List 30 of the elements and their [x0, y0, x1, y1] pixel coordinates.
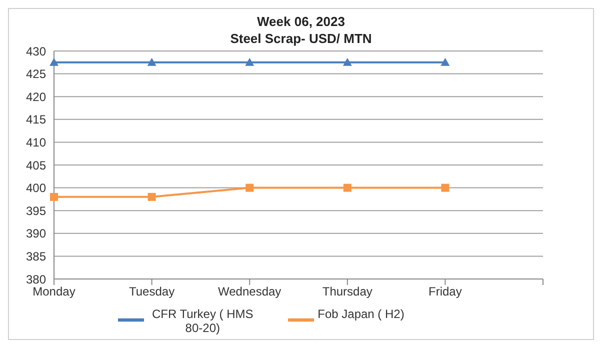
x-tick-label: Tuesday — [129, 284, 175, 299]
y-tick-label: 415 — [26, 112, 46, 127]
point — [246, 184, 254, 192]
point — [50, 58, 58, 66]
y-tick-label: 380 — [26, 272, 46, 286]
point — [343, 184, 352, 192]
point — [148, 192, 156, 201]
x-tick-label: Friday — [428, 284, 462, 299]
x-tick-label: Thursday — [322, 284, 372, 299]
point — [50, 192, 58, 201]
y-tick-label: 395 — [26, 204, 46, 218]
point — [245, 58, 254, 66]
y-tick-label: 430 — [26, 44, 46, 58]
x-tick-label: Monday — [32, 284, 76, 299]
point — [440, 58, 450, 66]
point — [342, 58, 352, 66]
point — [441, 184, 450, 192]
legend-label: CFR Turkey ( HMS 80-20) — [150, 307, 254, 335]
chart-subtitle: Steel Scrap- USD/ MTN — [230, 31, 372, 46]
y-tick-label: 385 — [26, 249, 46, 264]
y-tick-label: 410 — [26, 135, 46, 150]
legend-label: Fob Japan ( H2) — [318, 307, 404, 321]
y-tick-label: 420 — [26, 90, 46, 104]
y-tick-label: 425 — [26, 67, 46, 82]
y-tick-label: 400 — [26, 181, 46, 196]
point — [147, 58, 156, 66]
y-tick-label: 390 — [26, 226, 46, 241]
chart-title: Week 06, 2023 — [256, 13, 346, 30]
y-tick-label: 405 — [26, 158, 46, 172]
x-tick-label: Wednesday — [218, 284, 282, 299]
